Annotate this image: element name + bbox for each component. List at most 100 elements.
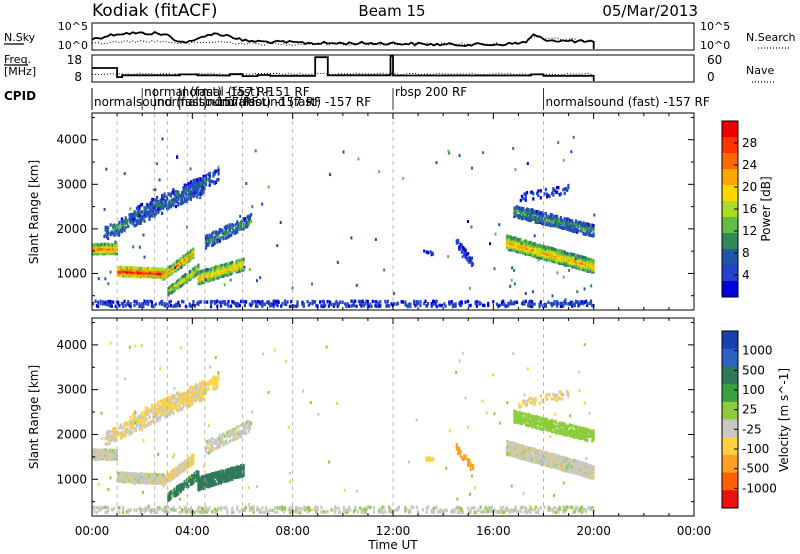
velocity-cell <box>159 477 162 481</box>
power-cell <box>156 209 159 213</box>
power-cell <box>500 302 504 306</box>
velocity-cell <box>119 432 122 436</box>
velocity-cell <box>586 475 589 479</box>
velocity-cell <box>520 456 524 461</box>
power-cell <box>527 211 530 216</box>
power-cell <box>554 250 557 254</box>
velocity-cell <box>587 428 590 432</box>
velocity-cell <box>517 415 520 419</box>
velocity-cell <box>216 473 219 478</box>
power-cell <box>218 300 221 304</box>
velocity-cell <box>558 465 561 469</box>
power-cell <box>157 203 160 207</box>
velocity-cell <box>108 430 111 434</box>
power-cell <box>130 272 134 276</box>
velocity-cell <box>583 471 586 475</box>
velocity-cell <box>283 506 287 510</box>
velocity-cell <box>176 399 179 403</box>
power-cell <box>214 300 218 304</box>
power-cell <box>186 252 189 256</box>
power-cell <box>168 271 171 275</box>
power-cell <box>114 230 117 235</box>
power-cell <box>219 266 223 271</box>
power-cell <box>158 208 161 212</box>
velocity-cell <box>189 402 192 407</box>
velocity-cell <box>556 429 559 433</box>
power-cell <box>161 137 164 141</box>
power-cell <box>188 273 191 278</box>
velocity-cell <box>568 462 571 466</box>
power-cell <box>110 243 113 247</box>
velocity-cell <box>209 474 213 479</box>
power-cell <box>524 299 527 303</box>
power-cell <box>295 304 298 308</box>
power-cell <box>103 246 106 251</box>
velocity-cell <box>164 509 167 514</box>
power-cell <box>197 184 200 188</box>
power-cell <box>337 302 340 306</box>
velocity-cell <box>531 453 534 458</box>
velocity-cell <box>539 420 542 424</box>
power-cell <box>538 218 541 223</box>
sky-solid-line <box>91 31 595 49</box>
power-cell <box>167 266 170 270</box>
velocity-cell <box>221 474 224 478</box>
power-cell <box>568 224 571 228</box>
velocity-cell <box>164 403 167 407</box>
power-cell <box>187 185 190 190</box>
power-cell <box>385 302 388 306</box>
velocity-cell <box>546 397 549 401</box>
power-cell <box>97 245 100 249</box>
power-cell <box>148 267 151 272</box>
power-cell <box>539 250 542 254</box>
velocity-cell <box>202 475 205 479</box>
velocity-cell <box>531 448 534 453</box>
power-cell <box>158 275 161 279</box>
velocity-cell <box>125 510 129 514</box>
power-cell <box>208 274 211 278</box>
power-cell <box>156 271 159 275</box>
power-cell <box>124 274 127 278</box>
velocity-cell <box>178 505 181 509</box>
velocity-cell <box>558 429 561 433</box>
velocity-cell <box>218 440 221 444</box>
velocity-cell <box>221 477 224 482</box>
velocity-cell <box>94 452 97 457</box>
power-cell <box>576 230 579 234</box>
velocity-cell <box>176 391 179 396</box>
velocity-cell <box>228 478 231 482</box>
power-cell <box>569 226 572 231</box>
velocity-cell <box>212 478 215 482</box>
velocity-cell <box>582 426 585 431</box>
power-cell <box>192 269 195 273</box>
power-cell <box>138 245 141 249</box>
velocity-cell <box>158 479 161 483</box>
power-cell <box>188 186 191 190</box>
velocity-cell <box>122 505 125 510</box>
power-cell <box>161 299 164 304</box>
velocity-cell <box>577 471 580 476</box>
velocity-cell <box>591 429 594 434</box>
velocity-cell <box>522 418 525 422</box>
velocity-cell <box>167 403 170 407</box>
velocity-cell <box>181 469 184 474</box>
power-cell <box>581 229 584 233</box>
power-cell <box>455 241 458 245</box>
velocity-cell <box>574 460 578 464</box>
power-cell <box>531 247 534 252</box>
velocity-cell <box>231 471 234 475</box>
velocity-cell <box>228 433 231 437</box>
velocity-cell <box>587 475 590 479</box>
power-cell <box>468 304 471 308</box>
velocity-cell <box>161 473 164 477</box>
power-cell <box>588 267 591 271</box>
power-cell <box>522 243 525 247</box>
power-cell <box>579 255 583 259</box>
velocity-cell <box>186 402 189 406</box>
power-cell <box>591 270 594 274</box>
power-cell <box>212 238 215 242</box>
power-cell <box>525 216 529 220</box>
velocity-cell <box>156 510 159 514</box>
power-cell <box>137 210 140 214</box>
power-cell <box>124 267 127 271</box>
